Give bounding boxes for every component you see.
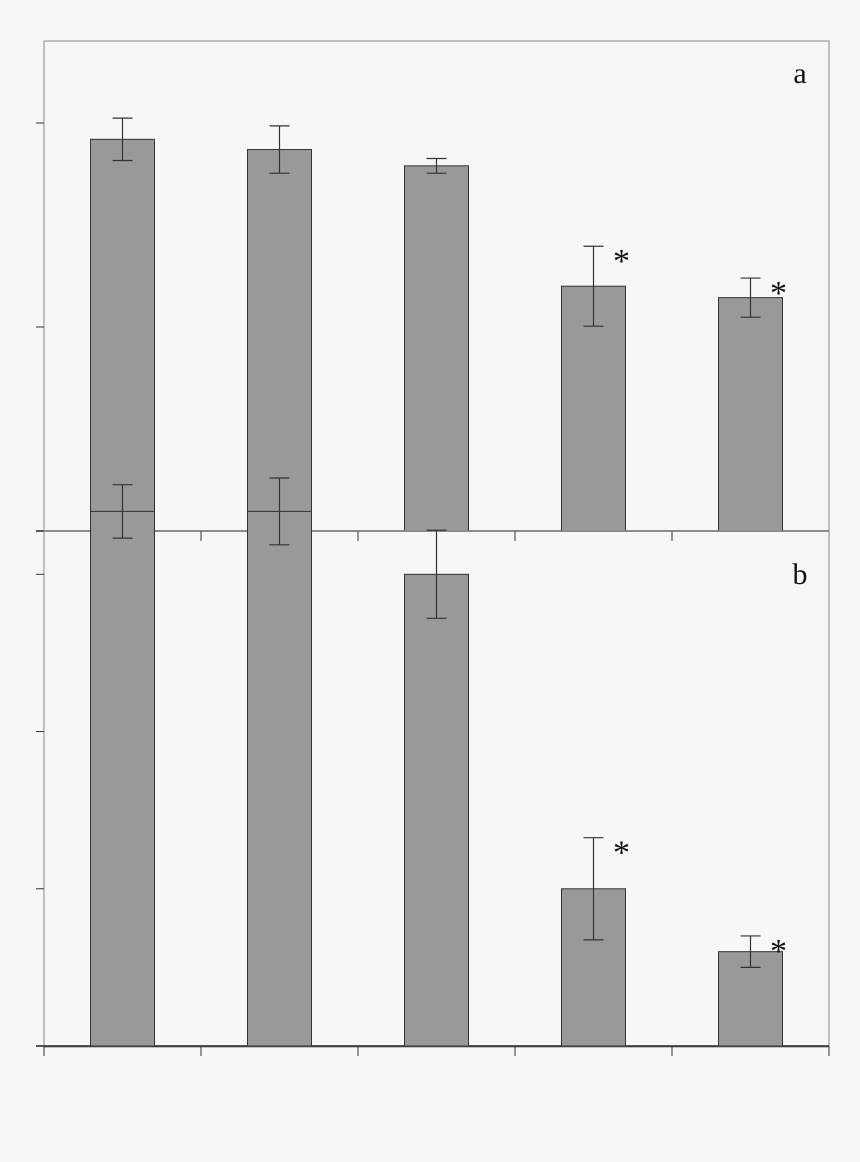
panel-b: b * * — [36, 477, 830, 1056]
panel-a-bar-5 — [718, 297, 783, 532]
panel-b-error-bar-3 — [426, 529, 447, 619]
panel-b-significance-marker-5: * — [770, 933, 787, 970]
panel-a-bar-2 — [247, 149, 312, 532]
panel-a-bar-4 — [561, 285, 626, 532]
panel-b-bar-1 — [90, 510, 155, 1047]
panel-a-error-bar-4 — [583, 245, 604, 327]
panel-b-error-bar-4 — [583, 837, 604, 941]
panel-b-error-bar-1 — [112, 484, 133, 539]
panel-b-significance-marker-4: * — [613, 835, 630, 872]
panel-b-bar-3 — [404, 573, 469, 1047]
panel-b-label: b — [793, 558, 808, 591]
panel-a-label: a — [793, 57, 806, 90]
panel-a-error-bar-5 — [740, 277, 761, 318]
panel-a-bar-3 — [404, 165, 469, 532]
panel-a-error-bar-1 — [112, 117, 133, 162]
panel-b-error-bar-5 — [740, 935, 761, 968]
panel-a-significance-marker-5: * — [770, 275, 787, 312]
panel-a: a * * — [36, 40, 830, 541]
panel-a-significance-marker-4: * — [613, 243, 630, 280]
panel-b-error-bar-2 — [269, 477, 290, 546]
panel-a-error-bar-3 — [426, 157, 447, 174]
panel-a-bar-1 — [90, 138, 155, 532]
panel-a-error-bar-2 — [269, 125, 290, 174]
panel-b-bar-2 — [247, 510, 312, 1047]
